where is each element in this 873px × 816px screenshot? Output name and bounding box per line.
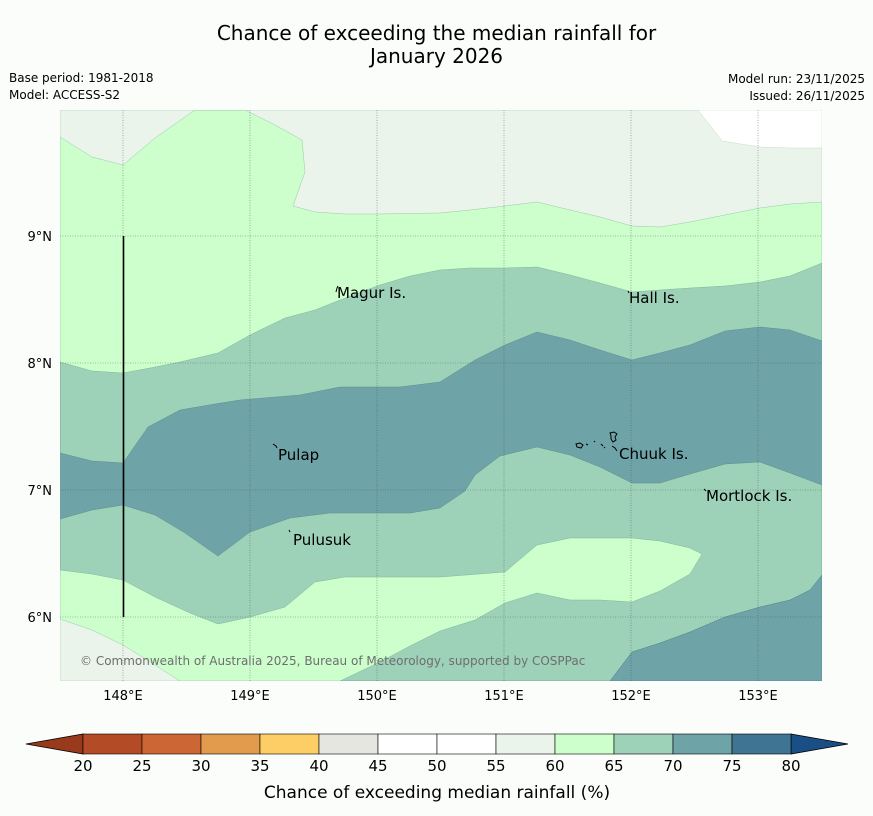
- lon-tick: 153°E: [738, 689, 778, 704]
- contour-50-55: [697, 110, 822, 149]
- model-run: Model run: 23/11/2025: [727, 72, 865, 86]
- colorbar-segment: [141, 733, 202, 755]
- lat-tick: 8°N: [28, 357, 53, 372]
- contour-55-60: [60, 110, 822, 228]
- place-label-pulusuk: Pulusuk: [293, 531, 351, 549]
- lon-tick: 152°E: [611, 689, 651, 704]
- island-pulusuk: [288, 529, 291, 533]
- colorbar-tick: 30: [191, 757, 210, 775]
- colorbar-tick: 50: [427, 757, 446, 775]
- place-label-chuuk: Chuuk Is.: [619, 445, 688, 463]
- colorbar-segment: [377, 733, 438, 755]
- island-markers: [272, 285, 707, 533]
- issued-date: Issued: 26/11/2025: [749, 89, 865, 103]
- place-label-magur: Magur Is.: [337, 284, 406, 302]
- lon-tick-labels: 148°E 149°E 150°E 151°E 152°E 153°E: [103, 689, 778, 704]
- colorbar-segment: [259, 733, 320, 755]
- colorbar-tick: 70: [663, 757, 682, 775]
- title-line-2: January 2026: [369, 44, 504, 68]
- lon-tick: 151°E: [484, 689, 524, 704]
- base-period: Base period: 1981-2018: [9, 71, 154, 85]
- colorbar-tick: 60: [545, 757, 564, 775]
- map-area: Magur Is. Hall Is. Pulap Chuuk Is. Mortl…: [60, 110, 822, 681]
- colorbar-over-arrow: [790, 733, 849, 755]
- contour-55-60: [60, 618, 181, 681]
- lat-tick-labels: 9°N 8°N 7°N 6°N: [28, 230, 53, 626]
- place-label-pulap: Pulap: [278, 446, 319, 464]
- lat-tick: 6°N: [28, 611, 53, 626]
- colorbar-segment: [672, 733, 733, 755]
- colorbar-tick: 20: [73, 757, 92, 775]
- lat-tick: 9°N: [28, 230, 53, 245]
- colorbar-label: Chance of exceeding median rainfall (%): [264, 783, 610, 803]
- colorbar-segment: [436, 733, 497, 755]
- colorbar-segment: [554, 733, 615, 755]
- colorbar-tick: 25: [132, 757, 151, 775]
- map-title: Chance of exceeding the median rainfall …: [0, 22, 873, 68]
- colorbar-tick: 55: [486, 757, 505, 775]
- lon-tick: 148°E: [103, 689, 143, 704]
- place-label-hall: Hall Is.: [629, 289, 680, 307]
- colorbar-segment: [318, 733, 379, 755]
- colorbar-tick: 40: [309, 757, 328, 775]
- colorbar-segment: [82, 733, 143, 755]
- copyright-notice: © Commonwealth of Australia 2025, Bureau…: [80, 654, 585, 668]
- island-chuuk: [575, 431, 618, 452]
- colorbar-tick: 65: [604, 757, 623, 775]
- contour-60-65: [60, 537, 703, 681]
- island-pulap: [272, 443, 278, 449]
- colorbar-tick: 80: [781, 757, 800, 775]
- title-line-1: Chance of exceeding the median rainfall …: [216, 21, 657, 45]
- lon-tick: 150°E: [357, 689, 397, 704]
- island-magur: [335, 285, 339, 293]
- lat-tick: 7°N: [28, 484, 53, 499]
- meta-right: Model run: 23/11/2025 Issued: 26/11/2025: [728, 71, 865, 105]
- colorbar-segment: [200, 733, 261, 755]
- colorbar: 20 25 30 35 40 45 50 55 60 65 70 75 80: [25, 733, 849, 775]
- place-label-mortlock: Mortlock Is.: [706, 487, 792, 505]
- model-name: Model: ACCESS-S2: [9, 88, 121, 102]
- colorbar-tick: 45: [368, 757, 387, 775]
- colorbar-segment: [613, 733, 674, 755]
- contour-75-80: [609, 574, 822, 681]
- lon-tick: 149°E: [230, 689, 270, 704]
- colorbar-tick: 35: [250, 757, 269, 775]
- meta-left: Base period: 1981-2018 Model: ACCESS-S2: [9, 70, 154, 104]
- colorbar-segment: [495, 733, 556, 755]
- island-mortlock: [703, 488, 707, 492]
- island-hall: [627, 290, 630, 294]
- colorbar-tick: 75: [722, 757, 741, 775]
- colorbar-segment: [731, 733, 792, 755]
- colorbar-under-arrow: [25, 733, 84, 755]
